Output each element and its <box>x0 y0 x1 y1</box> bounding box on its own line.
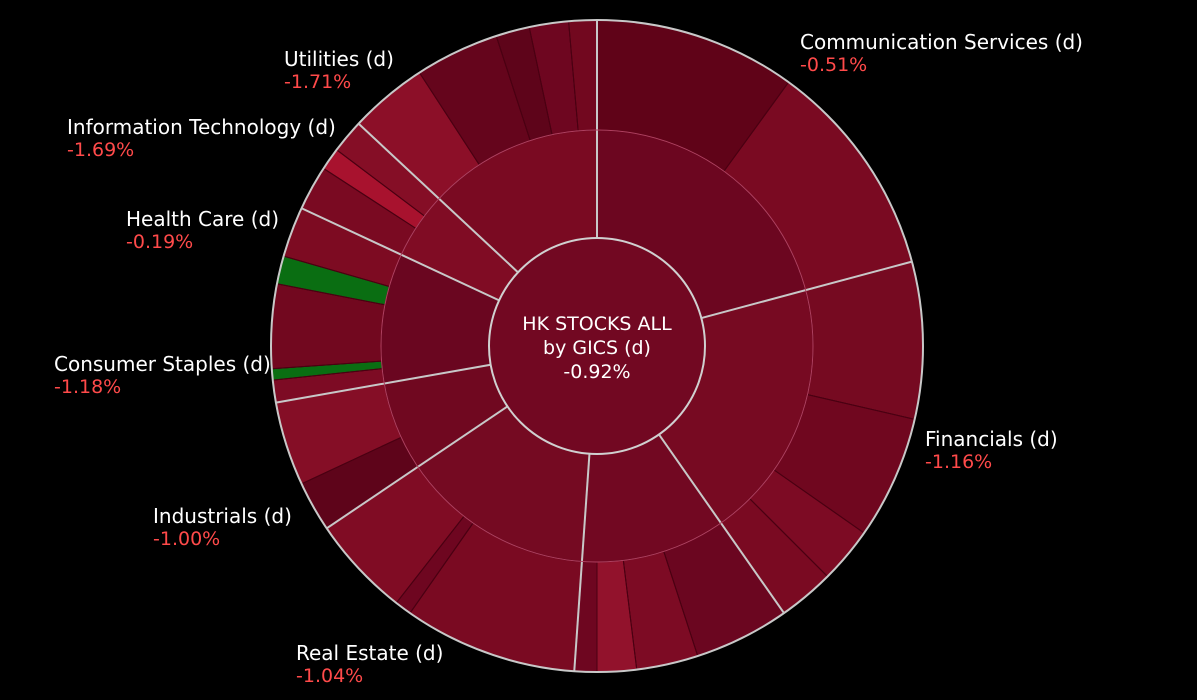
industry-divider <box>528 27 553 135</box>
sector-change-utilities: -1.71% <box>284 71 351 93</box>
sector-label-utilities: Utilities (d) <box>284 47 394 71</box>
sector-divider-financials <box>701 260 913 320</box>
industry-divider <box>622 560 638 670</box>
sector-divider-utilities <box>357 122 519 274</box>
sector-label-real-estate: Real Estate (d) <box>296 641 443 665</box>
middle-ring-border <box>380 129 814 563</box>
sector-divider-information-technology <box>301 207 500 302</box>
industry-divider <box>419 72 480 166</box>
center-disk[interactable] <box>488 237 706 455</box>
industry-divider <box>271 360 382 370</box>
sector-label-financials: Financials (d) <box>925 427 1058 451</box>
industry-divider <box>336 149 425 217</box>
sector-change-consumer-staples: -1.18% <box>54 376 121 398</box>
outer-ring-border <box>270 19 924 673</box>
industry-divider <box>495 35 531 141</box>
industry-divider <box>395 515 465 604</box>
sector-label-consumer-staples: Consumer Staples (d) <box>54 352 271 376</box>
industry-divider <box>807 394 915 420</box>
industry-divider <box>283 255 390 287</box>
industry-divider <box>276 283 386 306</box>
sector-change-communication-services: -0.51% <box>800 54 867 76</box>
industry-divider <box>409 522 474 614</box>
sector-change-financials: -1.16% <box>925 451 992 473</box>
center-title: HK STOCKS ALL <box>522 313 672 335</box>
sector-label-industrials: Industrials (d) <box>153 504 292 528</box>
sector-change-information-technology: -1.69% <box>67 139 134 161</box>
industry-divider <box>301 436 402 485</box>
center-subtitle: by GICS (d) <box>543 337 651 359</box>
industry-divider <box>723 81 790 172</box>
sector-divider-health-care <box>275 363 491 404</box>
sector-divider-real-estate <box>658 433 785 614</box>
sunburst-segments <box>270 19 924 673</box>
center-total-change: -0.92% <box>563 361 630 383</box>
industry-divider <box>323 168 417 229</box>
sunburst-separators <box>271 20 915 672</box>
industry-divider <box>568 21 579 131</box>
sector-labels: Communication Services (d)-0.51% Financia… <box>54 30 1083 687</box>
sector-change-industrials: -1.00% <box>153 528 220 550</box>
sector-label-health-care: Health Care (d) <box>126 207 279 231</box>
sector-change-health-care: -0.19% <box>126 231 193 253</box>
industry-divider <box>663 551 699 657</box>
industry-divider <box>773 469 865 534</box>
sector-divider-consumer-staples <box>326 405 509 530</box>
sector-change-real-estate: -1.04% <box>296 665 363 687</box>
sector-label-communication-services: Communication Services (d) <box>800 30 1083 54</box>
sector-divider-industrials <box>573 453 591 672</box>
industry-divider <box>272 368 383 381</box>
sector-label-information-technology: Information Technology (d) <box>67 115 336 139</box>
industry-divider <box>749 498 828 577</box>
